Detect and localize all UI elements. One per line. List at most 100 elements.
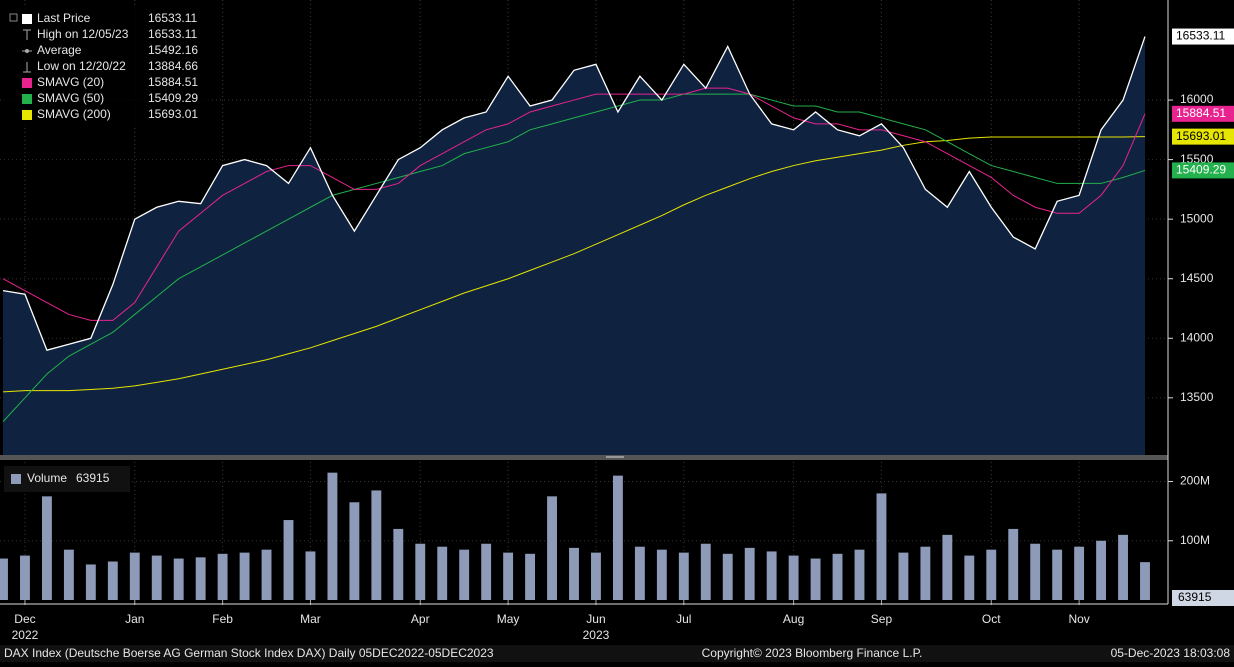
volume-bar (0, 558, 8, 600)
volume-bar (591, 552, 601, 600)
legend-value: 15884.51 (148, 75, 198, 89)
x-tick-label: Sep (871, 612, 893, 626)
volume-bar (217, 553, 228, 600)
volume-bar (239, 552, 250, 600)
y-tick-label: 100M (1180, 533, 1210, 547)
volume-bar (481, 543, 492, 600)
volume-bar (503, 552, 514, 600)
volume-bar (656, 549, 667, 600)
volume-bar (722, 553, 733, 600)
volume-bar (612, 475, 623, 600)
legend-swatch (22, 110, 32, 120)
y-tick-label: 13500 (1180, 390, 1214, 404)
volume-bar (41, 496, 52, 600)
volume-bar (810, 558, 821, 600)
legend-value: 63915 (76, 471, 110, 485)
volume-bar (283, 520, 294, 600)
legend-label: Average (37, 43, 82, 57)
x-tick-label: Jun (586, 612, 605, 626)
volume-bar (1030, 543, 1041, 600)
legend-swatch (22, 14, 32, 24)
y-tick-label: 15000 (1180, 211, 1214, 225)
y-tick-label: 14500 (1180, 271, 1214, 285)
last-value-tag (1172, 105, 1234, 122)
panel-separator (0, 455, 1168, 460)
footer-band (0, 645, 1234, 662)
x-year-label: 2023 (583, 628, 610, 642)
volume-bar (942, 534, 953, 600)
volume-bar (1096, 540, 1107, 600)
volume-bar (634, 546, 645, 600)
volume-bar (788, 555, 799, 600)
volume-bar (20, 555, 30, 600)
volume-bar (393, 528, 404, 600)
volume-bar (547, 496, 557, 600)
footer-right: 05-Dec-2023 18:03:08 (1111, 646, 1231, 660)
legend-value: 15693.01 (148, 107, 198, 121)
volume-bar (129, 552, 140, 600)
y-tick-label: 15500 (1180, 152, 1214, 166)
x-tick-label: Mar (300, 612, 321, 626)
legend-value: 15492.16 (148, 43, 198, 57)
volume-bar (766, 551, 777, 600)
volume-bar (832, 553, 843, 600)
volume-bar (349, 502, 360, 600)
volume-bar (1140, 562, 1150, 600)
y-tick-label: 14000 (1180, 330, 1214, 344)
legend-value: 16533.11 (148, 11, 197, 25)
x-tick-label: Apr (411, 612, 430, 626)
series-line (2, 87, 1146, 321)
price-area (3, 36, 1145, 456)
volume-bar (986, 549, 997, 600)
last-value-tag (1172, 128, 1234, 145)
legend-label: High on 12/05/23 (37, 27, 129, 41)
legend-swatch (22, 94, 32, 104)
volume-bar (1008, 528, 1019, 600)
legend-label: Last Price (37, 11, 91, 25)
volume-bar (678, 552, 689, 600)
volume-bar (327, 472, 338, 600)
footer-center: Copyright© 2023 Bloomberg Finance L.P. (702, 646, 923, 660)
volume-bar (964, 555, 975, 600)
series-line (2, 136, 1146, 393)
volume-bar (261, 549, 272, 600)
legend-collapse (9, 13, 18, 22)
volume-bar (173, 558, 184, 600)
series-line (2, 36, 1146, 351)
last-value-label: 15693.01 (1176, 129, 1226, 143)
last-value-tag (1172, 28, 1234, 45)
legend-value: 16533.11 (148, 27, 197, 41)
legend-label: SMAVG (20) (37, 75, 104, 89)
legend-value: 13884.66 (148, 59, 198, 73)
x-tick-label: May (497, 612, 520, 626)
volume-bar (920, 546, 931, 600)
legend-label: Volume (27, 471, 67, 485)
legend-label: SMAVG (200) (37, 107, 111, 121)
volume-bar (459, 549, 470, 600)
volume-bar (195, 557, 206, 600)
legend-label: SMAVG (50) (37, 91, 104, 105)
volume-bar (371, 490, 382, 600)
x-tick-label: Feb (212, 612, 233, 626)
volume-bar (85, 564, 96, 600)
volume-bar (700, 543, 711, 600)
volume-bar (1118, 534, 1128, 600)
last-value-tag (1172, 162, 1234, 179)
volume-bar (1052, 549, 1063, 600)
legend-swatch (11, 474, 21, 484)
last-value-label: 15409.29 (1176, 163, 1226, 177)
volume-bar (151, 555, 162, 600)
y-tick-label: 16000 (1180, 92, 1214, 106)
footer-left: DAX Index (Deutsche Boerse AG German Sto… (4, 646, 494, 660)
x-year-label: 2022 (12, 628, 39, 642)
volume-bar (107, 561, 118, 600)
legend-icon (25, 49, 29, 53)
x-tick-label: Aug (783, 612, 804, 626)
volume-bar (305, 551, 316, 600)
last-value-label: 15884.51 (1176, 106, 1226, 120)
volume-bar (744, 547, 755, 600)
volume-bar (876, 493, 887, 600)
x-tick-label: Nov (1068, 612, 1089, 626)
volume-bar (569, 547, 579, 600)
